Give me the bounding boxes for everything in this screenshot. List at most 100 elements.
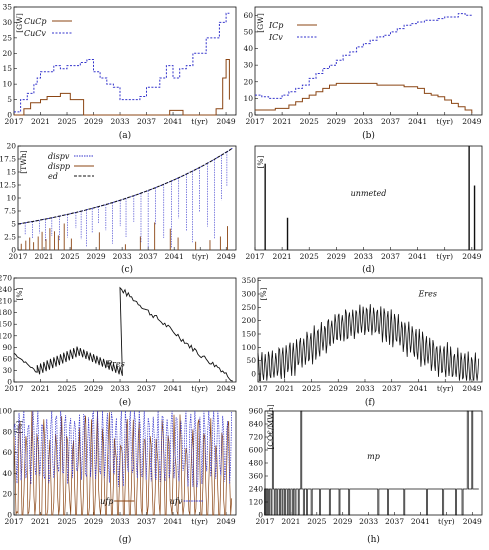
y-tick-label: 10 [2, 80, 12, 89]
x-tick-label: 2021 [31, 117, 50, 126]
x-tick-label: 2049 [217, 252, 236, 261]
x-tick-label: 2025 [57, 117, 76, 126]
x-tick-label: 2049 [463, 517, 482, 526]
x-tick-label: 2041 [411, 517, 430, 526]
x-tick-label: t(yr) [191, 384, 208, 393]
x-tick-label: 2017 [4, 517, 23, 526]
y-axis-label: [CO€/MWh] [266, 404, 275, 449]
x-tick-label: 2041 [163, 517, 182, 526]
x-tick-label: 2021 [273, 117, 292, 126]
x-tick-label: 2021 [31, 384, 50, 393]
y-tick-label: 150 [0, 320, 12, 329]
series-line-CuC_v [14, 12, 230, 113]
x-tick-label: 2037 [137, 117, 156, 126]
y-tick-label: 600 [249, 446, 264, 455]
x-tick-label: 2029 [327, 252, 346, 261]
x-tick-label: 2029 [84, 117, 103, 126]
y-axis-label: [GW] [256, 13, 265, 33]
x-tick-label: 2029 [327, 117, 346, 126]
x-tick-label: 2033 [354, 117, 373, 126]
x-tick-label: 2037 [137, 517, 156, 526]
y-tick-label: 60 [243, 11, 253, 20]
y-tick-label: 20 [2, 49, 12, 58]
y-tick-label: 35 [2, 3, 12, 12]
x-tick-label: 2017 [4, 384, 23, 393]
x-tick-label: 2017 [4, 117, 23, 126]
y-tick-label: 240 [249, 485, 264, 494]
y-tick-label: 2.5 [4, 233, 16, 242]
y-axis-label: [%] [259, 287, 268, 300]
y-tick-label: 0 [7, 511, 12, 520]
legend-label: ICp [268, 21, 283, 30]
series-line-E_res [257, 304, 480, 382]
x-tick-label: 2033 [359, 517, 378, 526]
x-tick-label: 2037 [385, 517, 404, 526]
x-tick-label: 2025 [300, 252, 319, 261]
x-tick-label: 2021 [281, 517, 300, 526]
y-tick-label: 15 [2, 64, 12, 73]
x-tick-label: 2025 [302, 384, 321, 393]
panel-caption: (g) [119, 534, 132, 545]
annotation: unmeted [351, 189, 387, 198]
x-tick-label: 2029 [84, 384, 103, 393]
y-tick-label: 480 [249, 459, 264, 468]
x-tick-label: 2029 [87, 252, 106, 261]
x-tick-label: t(yr) [191, 117, 208, 126]
y-tick-label: 720 [249, 433, 264, 442]
y-axis-label: [%] [15, 287, 24, 300]
legend-label: ICv [268, 33, 283, 42]
y-tick-label: 0 [7, 111, 12, 120]
x-tick-label: 2025 [307, 517, 326, 526]
y-tick-label: 250 [242, 303, 257, 312]
legend-label: dispv [48, 152, 70, 161]
x-tick-label: 2049 [462, 384, 481, 393]
x-tick-label: 2029 [84, 517, 103, 526]
y-tick-label: 80 [2, 427, 12, 436]
x-tick-label: t(yr) [191, 517, 208, 526]
y-tick-label: 30 [243, 61, 253, 70]
x-tick-label: 2021 [275, 384, 294, 393]
y-tick-label: 100 [242, 343, 257, 352]
panel-caption: (b) [362, 130, 375, 141]
y-tick-label: 120 [249, 498, 264, 507]
y-axis-label: [%] [15, 420, 24, 433]
y-tick-label: 10 [6, 194, 16, 203]
x-tick-label: 2017 [245, 117, 264, 126]
y-tick-label: 30 [2, 366, 12, 375]
x-tick-label: t(yr) [437, 384, 454, 393]
series-line-P_res [13, 286, 233, 382]
y-tick-label: 0 [248, 111, 253, 120]
y-tick-label: 210 [0, 297, 12, 306]
y-tick-label: 350 [242, 276, 257, 285]
x-tick-label: 2037 [382, 384, 401, 393]
y-tick-label: 10 [243, 94, 253, 103]
x-tick-label: 2025 [57, 384, 76, 393]
panel-a: 2017 2021 2025 2029 2033 2037 2041 t(yr) 2049051… [2, 3, 237, 141]
panel-caption: (d) [362, 264, 375, 275]
panel-caption: (f) [365, 397, 375, 408]
y-tick-label: 0 [11, 246, 16, 255]
y-axis-label: [TWh] [19, 150, 28, 173]
axes-frame [13, 410, 237, 516]
x-tick-label: 2041 [408, 252, 427, 261]
axes-frame [264, 410, 483, 516]
x-tick-label: 2037 [137, 384, 156, 393]
x-tick-label: t(yr) [192, 252, 209, 261]
legend-label: dispp [48, 162, 70, 171]
legend-label: ed [48, 172, 58, 181]
axes-frame [257, 277, 483, 383]
x-tick-label: 2033 [110, 384, 129, 393]
legend-label: CuCv [24, 29, 46, 38]
y-tick-label: 12.5 [0, 181, 16, 190]
x-tick-label: 2041 [163, 117, 182, 126]
y-tick-label: 7.5 [4, 207, 16, 216]
y-tick-label: 300 [242, 290, 257, 299]
y-axis-label: [GW] [15, 13, 24, 33]
x-tick-label: 2041 [409, 384, 428, 393]
axes-frame [13, 277, 237, 383]
y-tick-label: 60 [2, 448, 12, 457]
x-tick-label: 2041 [163, 384, 182, 393]
legend-label: CuCp [24, 17, 47, 26]
panel-h: 2017 2021 2025 2029 2033 2037 2041 t(yr) 2049 0 12… [249, 404, 483, 545]
